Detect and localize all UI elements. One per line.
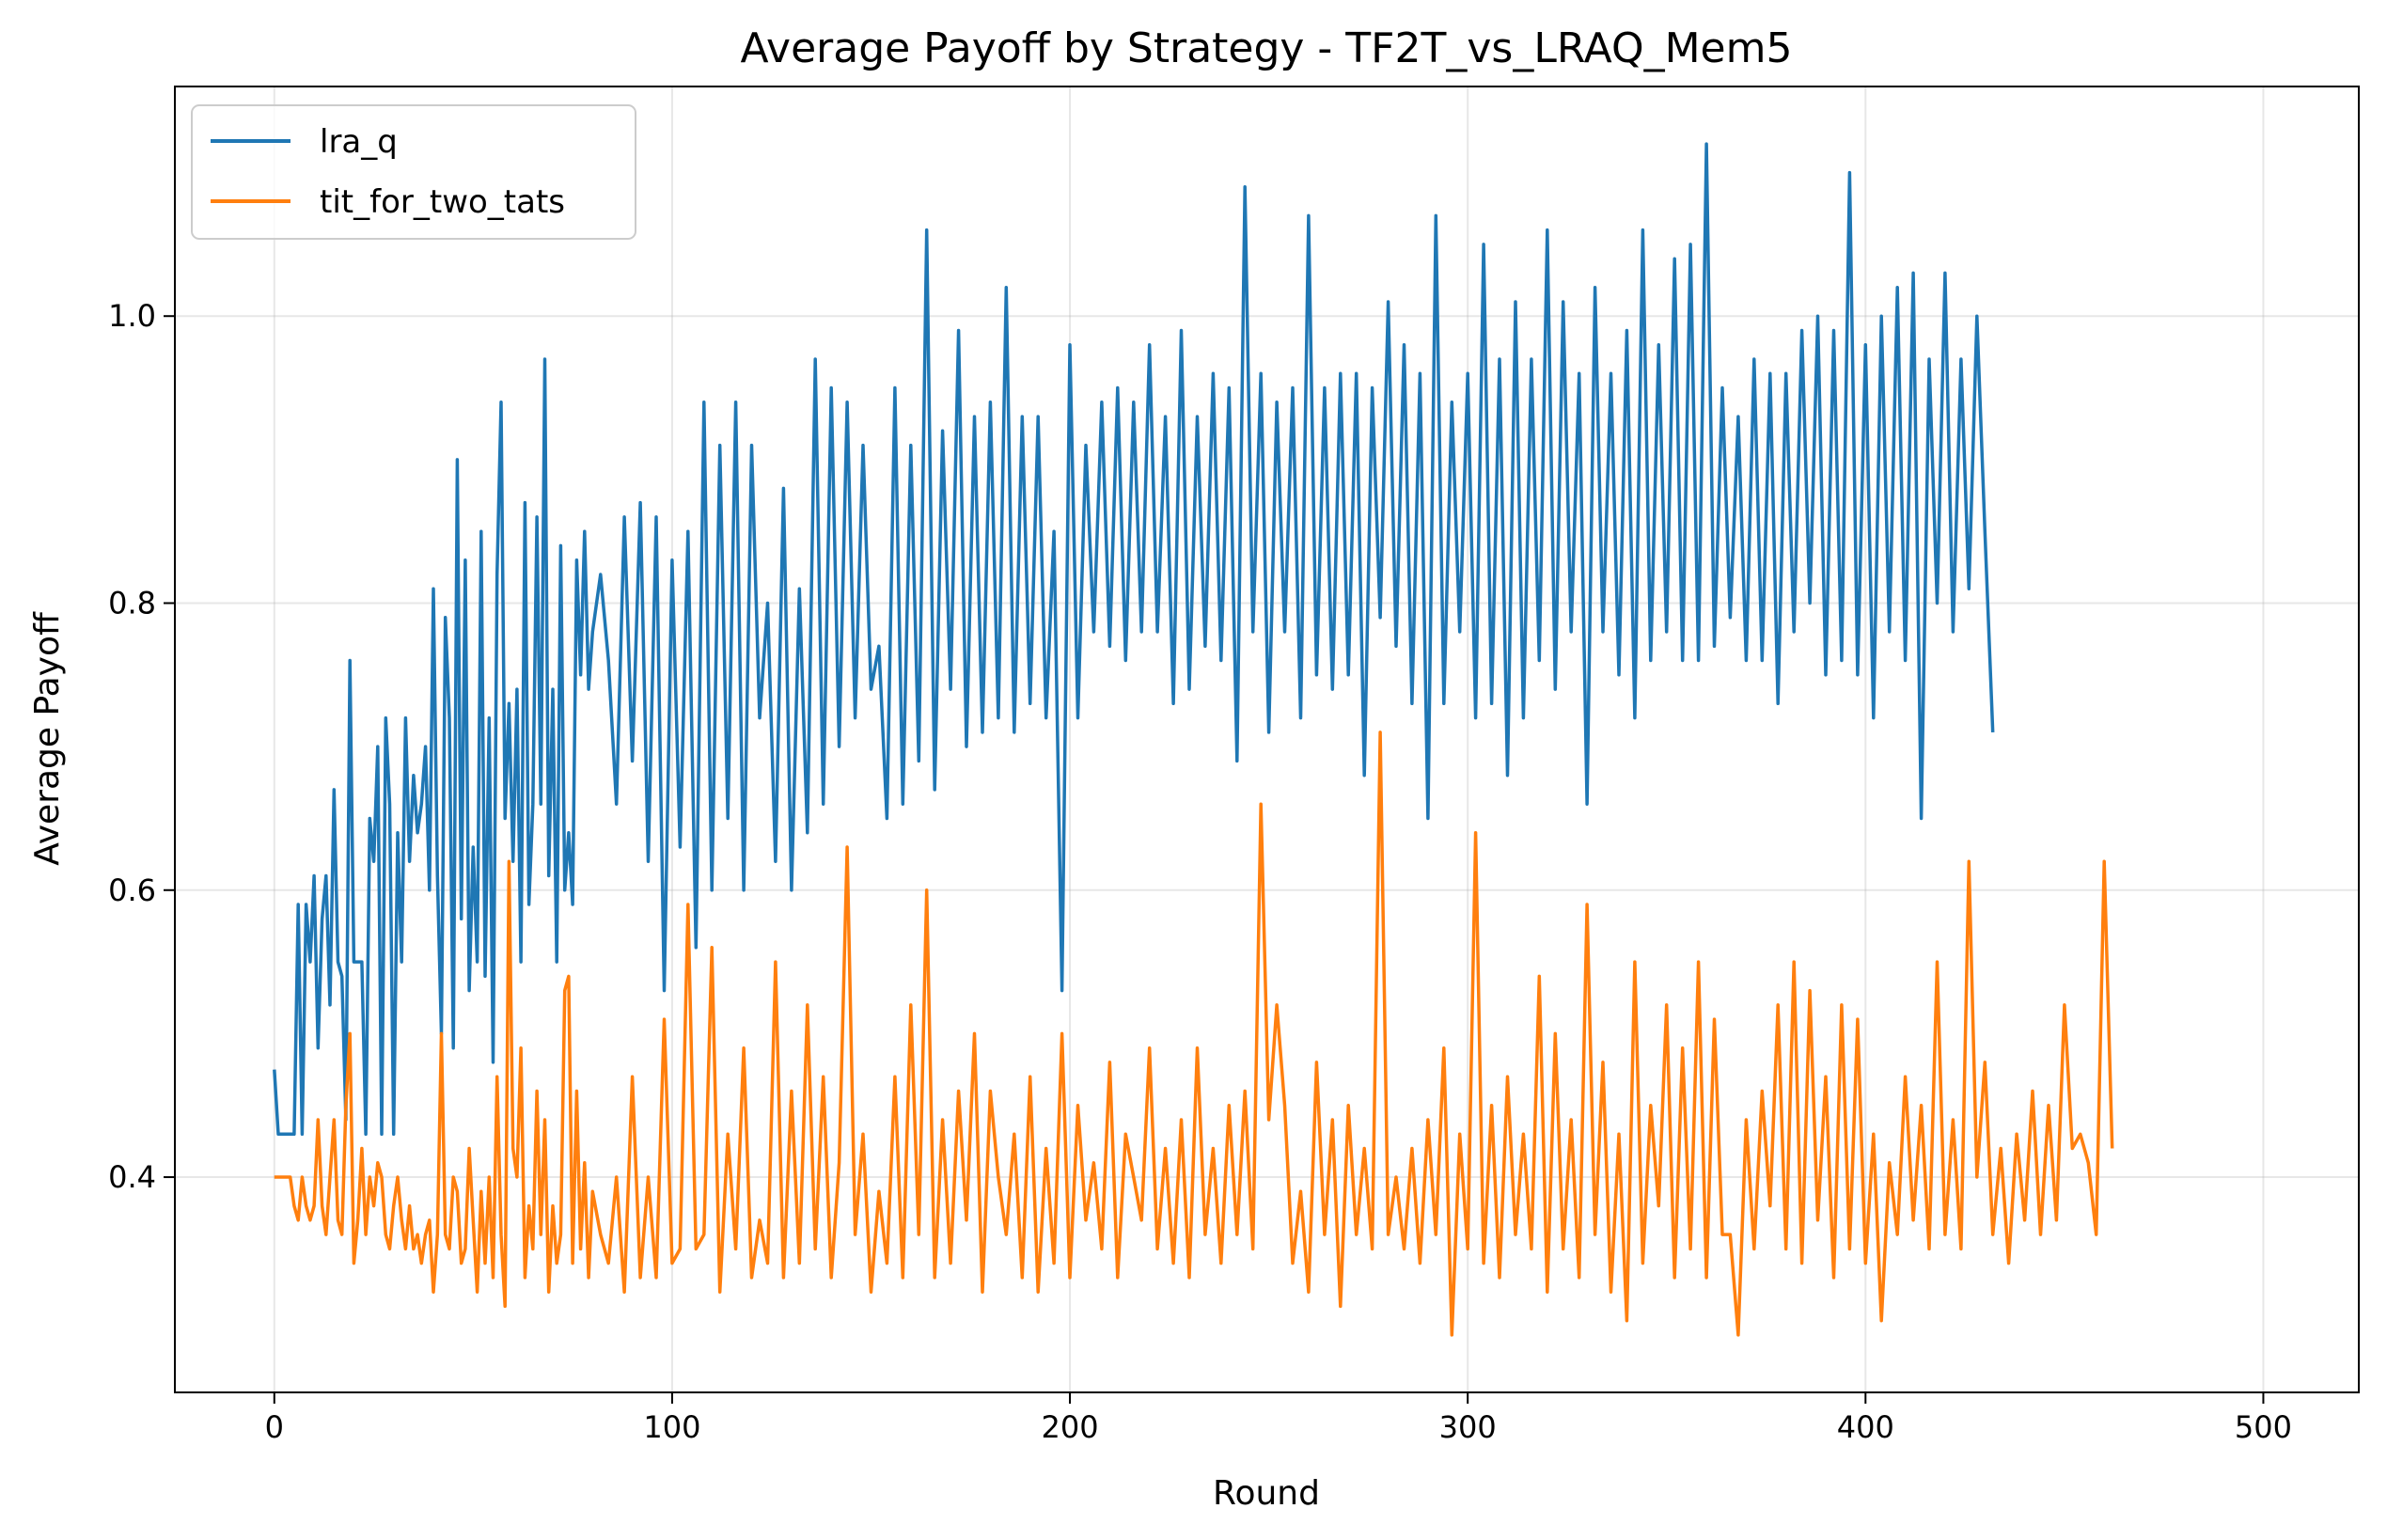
legend-label-tit-for-two-tats: tit_for_two_tats: [320, 183, 565, 221]
legend: lra_q tit_for_two_tats: [191, 104, 636, 240]
y-tick-label: 0.6: [108, 872, 156, 908]
series-line-tit-for-two-tats: [274, 731, 2114, 1337]
plot-frame: [174, 86, 2360, 1393]
x-tick-label: 200: [1042, 1409, 1099, 1445]
legend-label-lra-q: lra_q: [320, 123, 398, 161]
legend-box: [191, 104, 636, 240]
x-tick-label: 0: [265, 1409, 284, 1445]
chart-title: Average Payoff by Strategy - TF2T_vs_LRA…: [741, 24, 1793, 72]
x-tick-label: 500: [2235, 1409, 2292, 1445]
axis-ticks: 0 100 200 300 400 500 0.4 0.6 0.8 1.0: [108, 298, 2292, 1445]
x-tick-label: 400: [1837, 1409, 1894, 1445]
series-line-lra-q: [273, 142, 1995, 1137]
x-tick-label: 100: [643, 1409, 700, 1445]
series-lines: [273, 142, 2114, 1337]
x-axis-label: Round: [1213, 1474, 1320, 1513]
y-tick-label: 0.8: [108, 585, 156, 621]
y-tick-label: 1.0: [108, 298, 156, 334]
x-tick-label: 300: [1439, 1409, 1497, 1445]
y-axis-label: Average Payoff: [28, 611, 67, 866]
y-tick-label: 0.4: [108, 1159, 156, 1195]
